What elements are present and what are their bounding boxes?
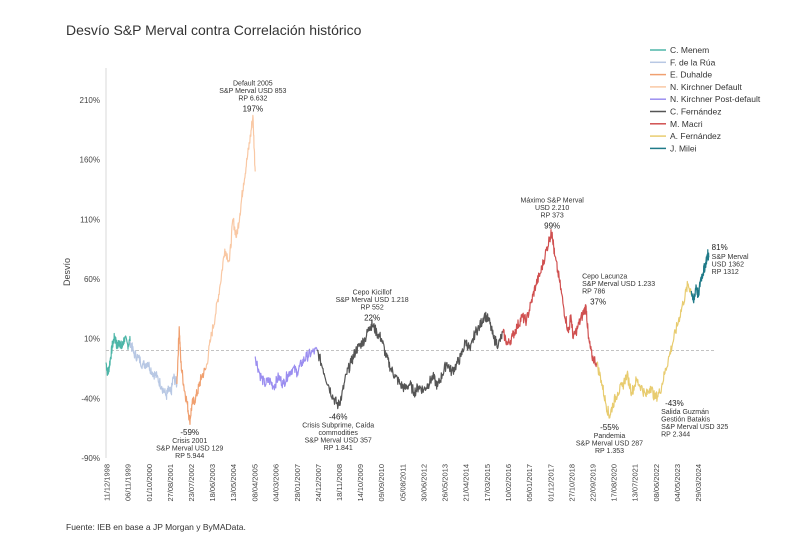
series-line-n-kirchner-post-default (254, 346, 318, 391)
series-line-m-macri (502, 229, 598, 368)
annotation-pct: 37% (590, 297, 606, 306)
annotation-pct: -55% (600, 423, 619, 432)
chart-title: Desvío S&P Merval contra Correlación his… (66, 22, 362, 38)
annotation-pct: 22% (364, 313, 380, 322)
x-tick-label: 30/06/2012 (420, 464, 429, 502)
legend-entry: J. Milei (670, 143, 697, 153)
legend: C. Menem F. de la Rúa E. Duhalde N. Kirchne… (650, 45, 761, 153)
y-axis-label: Desvío (62, 258, 72, 286)
x-tick-label: 09/09/2010 (377, 464, 386, 502)
annotation-label: Máximo S&P Merval (521, 197, 585, 204)
annotation-pct: 197% (243, 104, 263, 113)
annotation-label: RP 5.944 (175, 453, 204, 460)
series-line-a-fern-ndez (596, 280, 692, 419)
x-tick-label: 06/11/1999 (124, 464, 133, 501)
x-tick-label: 26/05/2013 (441, 464, 450, 502)
x-tick-label: 27/08/2001 (166, 464, 175, 502)
x-tick-label: 18/11/2008 (335, 464, 344, 501)
annotation-label: Crisis 2001 (172, 438, 207, 445)
annotation-label: RP 373 (541, 212, 564, 219)
x-tick-label: 01/10/2000 (145, 464, 154, 502)
annotation-pct: 99% (544, 221, 560, 230)
x-tick-label: 10/02/2016 (504, 464, 513, 502)
annotation-label: USD 1362 (712, 261, 744, 268)
annotation-label: Cepo Kicillof (353, 289, 392, 296)
annotation-label: RP 1.353 (595, 448, 624, 455)
legend-entry: M. Macri (670, 119, 703, 129)
annotation-label: commodities (319, 430, 359, 437)
y-tick-label: 160% (80, 156, 100, 165)
annotation-label: RP 6.632 (238, 95, 267, 102)
annotation-pct: -43% (665, 399, 684, 408)
annotation-label: S&P Merval (712, 254, 749, 261)
x-tick-label: 11/12/1998 (102, 464, 111, 501)
series-line-c-fern-ndez (316, 311, 504, 410)
legend-entry: N. Kirchner Post-default (670, 94, 761, 104)
annotation-label: S&P Merval USD 287 (576, 441, 643, 448)
y-tick-label: -90% (81, 454, 100, 463)
series-line-c-menem (105, 332, 131, 376)
x-tick-label: 05/01/2017 (525, 464, 534, 502)
x-tick-label: 04/03/2006 (272, 464, 281, 502)
annotation-label: S&P Merval USD 1.233 (582, 281, 655, 288)
annotation-label: Gestión Batakis (661, 416, 711, 423)
source-note: Fuente: IEB en base a JP Morgan y ByMADa… (66, 522, 246, 532)
x-tick-label: 27/10/2018 (567, 464, 576, 502)
annotation-label: S&P Merval USD 129 (156, 445, 223, 452)
annotation-label: S&P Merval USD 853 (219, 88, 286, 95)
x-tick-label: 29/03/2024 (694, 464, 703, 502)
legend-entry: E. Duhalde (670, 70, 712, 80)
series-line-j-milei (690, 249, 710, 304)
annotation-label: Cepo Lacunza (582, 273, 627, 280)
annotation-label: RP 2.344 (661, 431, 690, 438)
x-tick-label: 13/07/2021 (631, 464, 640, 502)
series-line-e-duhalde (176, 326, 207, 425)
legend-entry: C. Menem (670, 45, 709, 55)
annotation-label: Pandemia (594, 433, 626, 440)
x-tick-label: 13/05/2004 (229, 464, 238, 502)
annotation-label: RP 1.841 (324, 445, 353, 452)
y-tick-label: 60% (84, 275, 100, 284)
annotation-label: RP 786 (582, 288, 605, 295)
plot-area: 210% 160% 110% 60% 10% -40% -90%11/12/1998 06/1… (80, 68, 749, 502)
x-tick-label: 21/04/2014 (462, 464, 471, 502)
series-line-f-de-la-r-a (129, 340, 178, 400)
annotation-label: RP 552 (360, 304, 383, 311)
x-tick-label: 22/09/2019 (589, 464, 598, 502)
x-tick-label: 04/05/2023 (673, 464, 682, 502)
x-tick-label: 08/04/2005 (250, 464, 259, 502)
legend-entry: F. de la Rúa (670, 57, 716, 67)
x-tick-label: 28/01/2007 (293, 464, 302, 502)
legend-entry: C. Fernández (670, 107, 722, 117)
annotation-label: Salida Guzmán (661, 409, 709, 416)
y-tick-label: 210% (80, 96, 100, 105)
x-tick-label: 18/06/2003 (208, 464, 217, 502)
annotation-pct: 81% (712, 243, 728, 252)
annotation-label: S&P Merval USD 325 (661, 424, 728, 431)
y-tick-label: 10% (84, 335, 100, 344)
x-tick-label: 24/12/2007 (314, 464, 323, 502)
series-line-n-kirchner-default (205, 114, 256, 369)
x-tick-label: 01/12/2017 (546, 464, 555, 502)
legend-entry: A. Fernández (670, 131, 721, 141)
x-tick-label: 08/06/2022 (652, 464, 661, 502)
y-tick-label: -40% (81, 394, 100, 403)
annotation-label: Crisis Subprime, Caída (302, 422, 374, 429)
annotation-pct: -46% (329, 412, 348, 421)
annotation-label: USD 2.210 (535, 205, 569, 212)
x-tick-label: 17/08/2020 (610, 464, 619, 502)
annotation-label: S&P Merval USD 357 (305, 437, 372, 444)
x-tick-label: 14/10/2009 (356, 464, 365, 502)
annotation-pct: -59% (180, 428, 199, 437)
annotation-label: RP 1312 (712, 269, 739, 276)
annotation-label: S&P Merval USD 1.218 (336, 297, 409, 304)
x-tick-label: 23/07/2002 (187, 464, 196, 502)
annotation-label: Default 2005 (233, 80, 273, 87)
x-tick-label: 05/08/2011 (398, 464, 407, 501)
y-tick-label: 110% (80, 215, 100, 224)
x-tick-label: 17/03/2015 (483, 464, 492, 502)
legend-entry: N. Kirchner Default (670, 82, 742, 92)
